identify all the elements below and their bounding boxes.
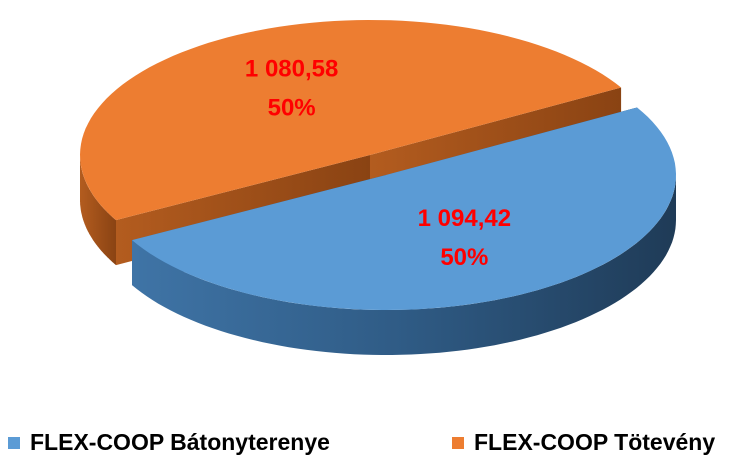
percent-label: 50%	[440, 244, 488, 271]
legend-label: FLEX-COOP Bátonyterenye	[30, 429, 330, 455]
value-label: 1 080,58	[245, 56, 338, 83]
value-label: 1 094,42	[418, 205, 511, 232]
slice-side	[80, 155, 116, 266]
slice	[132, 107, 676, 310]
legend-swatch	[452, 437, 464, 449]
slice	[80, 20, 622, 221]
legend-swatch	[8, 437, 20, 449]
percent-label: 50%	[268, 95, 316, 122]
slice-side	[132, 175, 676, 355]
legend-label: FLEX-COOP Tötevény	[474, 429, 715, 455]
